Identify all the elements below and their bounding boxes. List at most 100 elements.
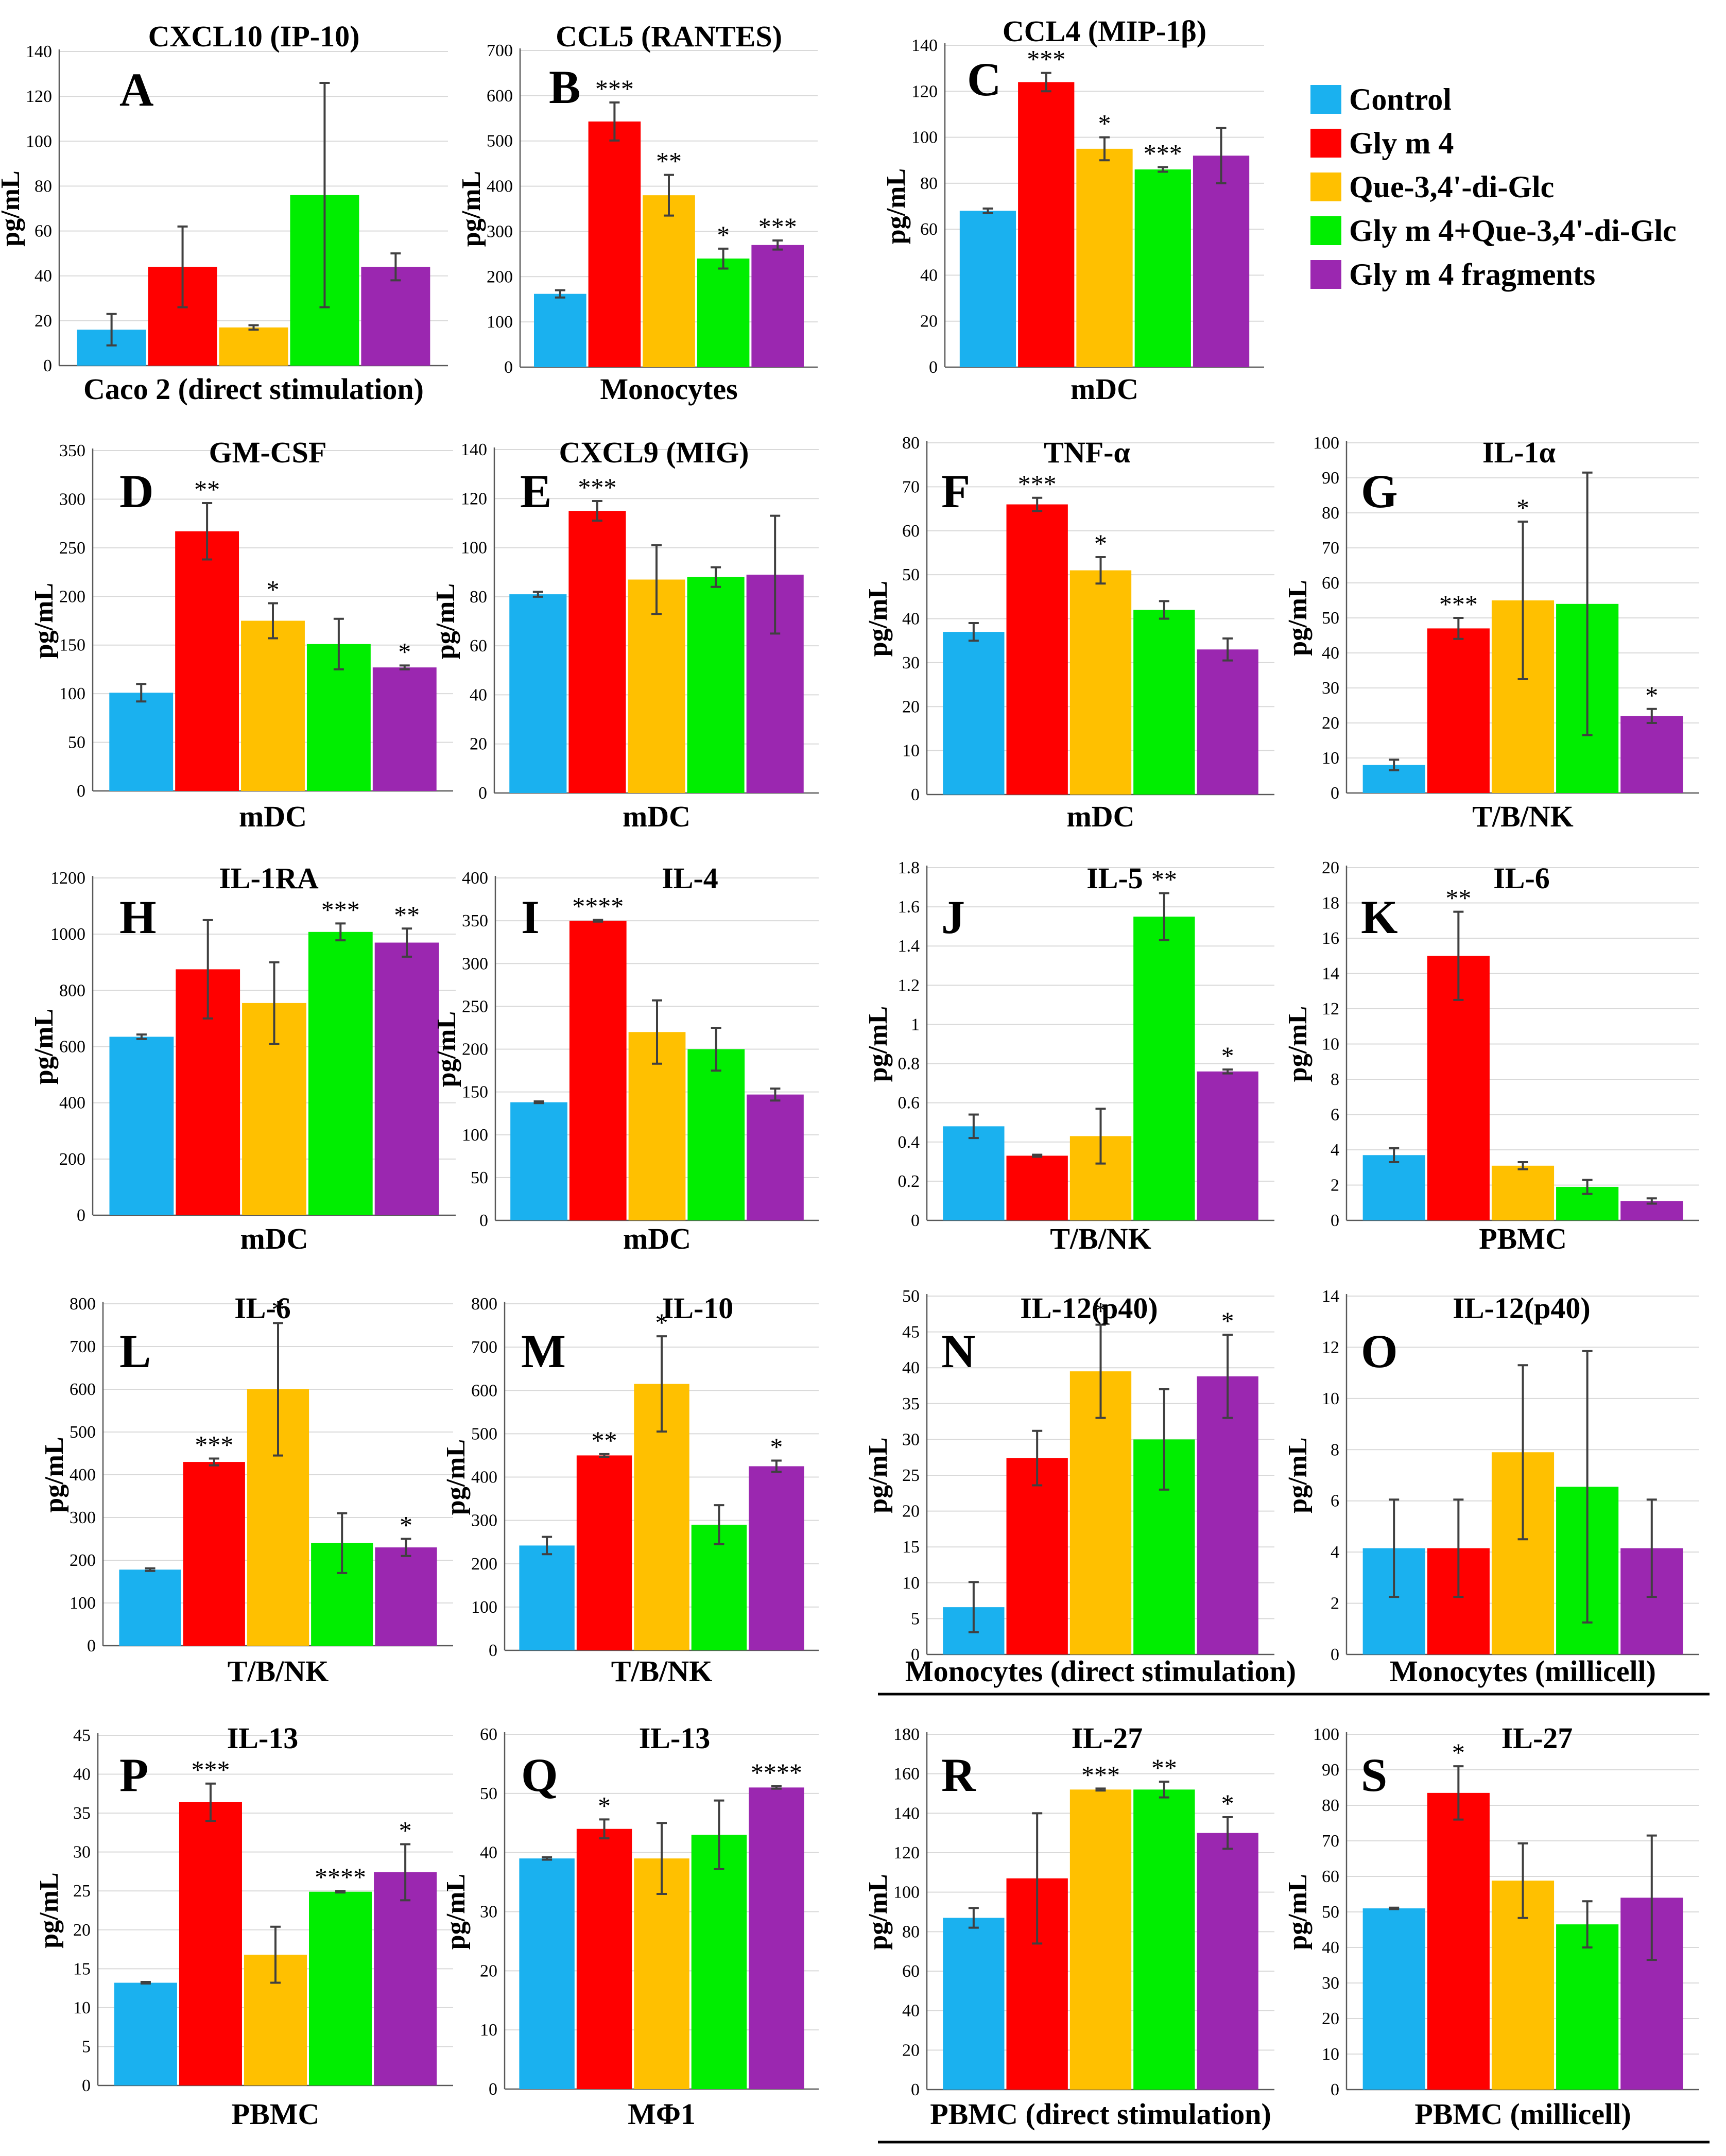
x-axis-label: mDC xyxy=(239,800,307,833)
panel-title: IL-6 xyxy=(1493,861,1550,895)
significance-mark: *** xyxy=(1018,470,1057,498)
y-axis-label: pg/mL xyxy=(864,1006,893,1082)
y-tick-label: 140 xyxy=(911,36,938,55)
y-tick-label: 10 xyxy=(902,741,920,761)
panel-letter: L xyxy=(119,1325,151,1377)
y-tick-label: 40 xyxy=(34,267,52,286)
significance-mark: * xyxy=(272,1295,285,1323)
legend-label: Control xyxy=(1349,82,1452,116)
y-axis-label: pg/mL xyxy=(29,583,59,659)
y-tick-label: 12 xyxy=(1322,999,1339,1019)
y-tick-label: 4 xyxy=(1331,1141,1339,1160)
y-axis-label: pg/mL xyxy=(457,171,486,247)
y-tick-label: 0 xyxy=(82,2076,91,2095)
y-tick-label: 1 xyxy=(911,1015,920,1034)
y-tick-label: 18 xyxy=(1322,894,1339,913)
y-tick-label: 40 xyxy=(73,1765,91,1784)
y-tick-label: 0 xyxy=(43,356,52,375)
bar-2 xyxy=(588,121,641,367)
y-axis-label: pg/mL xyxy=(864,581,893,657)
panel-title: GM-CSF xyxy=(209,436,327,469)
bar-2 xyxy=(568,511,626,793)
y-tick-label: 100 xyxy=(1313,1725,1339,1744)
y-tick-label: 30 xyxy=(73,1843,91,1862)
legend-label: Gly m 4+Que-3,4'-di-Glc xyxy=(1349,214,1677,248)
x-axis-label: PBMC (direct stimulation) xyxy=(930,2097,1271,2131)
bar-2 xyxy=(1427,628,1490,793)
panel-letter: H xyxy=(119,891,157,943)
x-axis-label: PBMC xyxy=(1479,1222,1567,1255)
y-tick-label: 15 xyxy=(73,1959,91,1978)
bar-5 xyxy=(1193,156,1250,367)
bar-2 xyxy=(1006,1155,1068,1220)
y-axis-label: pg/mL xyxy=(864,1874,893,1950)
panel-letter: M xyxy=(521,1325,566,1377)
significance-mark: ** xyxy=(194,475,220,504)
bar-3 xyxy=(1076,148,1133,367)
y-tick-label: 0 xyxy=(911,785,920,804)
bar-4 xyxy=(1133,917,1195,1220)
y-tick-label: 30 xyxy=(1322,679,1339,698)
x-axis-label: T/B/NK xyxy=(1472,800,1574,833)
panel-title: CCL4 (MIP-1β) xyxy=(1003,14,1206,48)
y-tick-label: 1.2 xyxy=(898,976,920,995)
y-tick-label: 300 xyxy=(462,954,488,973)
significance-mark: * xyxy=(1516,493,1529,522)
bar-5 xyxy=(375,1547,437,1646)
y-tick-label: 80 xyxy=(1322,1796,1339,1815)
y-tick-label: 5 xyxy=(82,2037,91,2056)
y-tick-label: 80 xyxy=(902,1922,920,1941)
y-tick-label: 40 xyxy=(480,1843,497,1862)
panel-letter: R xyxy=(941,1749,976,1801)
bar-4 xyxy=(1134,169,1191,367)
y-tick-label: 30 xyxy=(1322,1974,1339,1993)
y-axis-label: pg/mL xyxy=(1283,580,1313,656)
panel-title: TNF-α xyxy=(1044,436,1130,469)
y-tick-label: 30 xyxy=(902,1430,920,1449)
bar-2 xyxy=(175,531,239,791)
x-axis-label: mDC xyxy=(623,800,691,833)
significance-mark: *** xyxy=(1081,1760,1120,1789)
panel-letter: D xyxy=(119,465,153,518)
y-tick-label: 10 xyxy=(480,2021,497,2040)
legend-label: Gly m 4 xyxy=(1349,126,1454,160)
bar-5 xyxy=(372,667,437,791)
bar-4 xyxy=(309,1891,372,2085)
y-tick-label: 100 xyxy=(1313,434,1339,453)
y-tick-label: 5 xyxy=(911,1609,920,1628)
panel-j: 00.20.40.60.811.21.41.61.8 ***IL-5JT/B/NK… xyxy=(864,858,1274,1255)
y-tick-label: 80 xyxy=(34,177,52,196)
y-tick-label: 40 xyxy=(902,1358,920,1377)
y-tick-label: 140 xyxy=(461,440,487,459)
significance-mark: * xyxy=(267,575,280,604)
panel-title: IL-1RA xyxy=(219,861,318,895)
panel-m: 0100200300400500600700800****IL-10MT/B/N… xyxy=(441,1291,819,1688)
panel-letter: P xyxy=(119,1749,148,1801)
y-tick-label: 20 xyxy=(34,312,52,331)
y-tick-label: 45 xyxy=(73,1726,91,1745)
panel-o: 0 2 4 6 8 10 12 14 IL-12(p40) O Monocytes (millice… xyxy=(1283,1287,1699,1688)
y-tick-label: 100 xyxy=(26,132,52,151)
y-tick-label: 0.4 xyxy=(898,1133,920,1152)
y-tick-label: 200 xyxy=(59,1150,85,1169)
significance-mark: * xyxy=(1452,1738,1465,1767)
y-tick-label: 100 xyxy=(471,1598,497,1617)
y-tick-label: 20 xyxy=(480,1961,497,1980)
y-tick-label: 100 xyxy=(462,1126,488,1145)
bar-3 xyxy=(219,327,288,366)
y-tick-label: 0 xyxy=(911,1211,920,1230)
bar-5 xyxy=(749,1787,804,2089)
y-tick-label: 30 xyxy=(902,653,920,672)
y-tick-label: 6 xyxy=(1331,1492,1339,1511)
y-tick-label: 120 xyxy=(893,1843,920,1862)
y-tick-label: 10 xyxy=(902,1574,920,1593)
panel-title: IL-10 xyxy=(662,1291,734,1325)
y-tick-label: 700 xyxy=(70,1337,96,1356)
y-tick-label: 350 xyxy=(59,441,85,460)
y-tick-label: 20 xyxy=(1322,858,1339,877)
y-tick-label: 400 xyxy=(59,1094,85,1113)
